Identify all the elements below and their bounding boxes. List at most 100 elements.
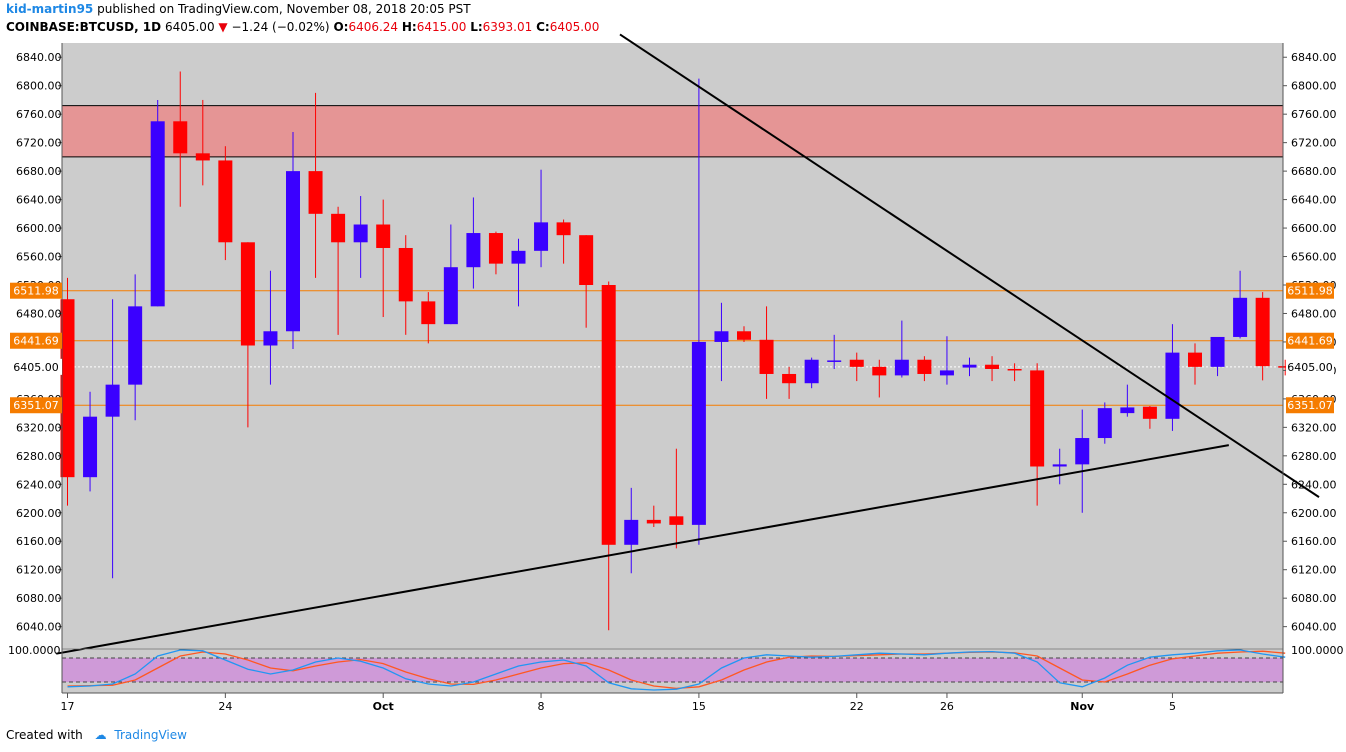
candle-body [827, 360, 842, 362]
y-tick-label-right: 6120.00 [1291, 564, 1337, 577]
y-tick-label-left: 6240.00 [16, 478, 62, 491]
y-tick-label-left: 6760.00 [16, 108, 62, 121]
x-tick-label: Oct [373, 700, 394, 713]
candle-body [331, 213, 346, 243]
right-current-label: 6405.00 [1287, 361, 1333, 374]
candle-body [624, 519, 639, 545]
candle-body [1030, 370, 1045, 467]
candle-up [827, 334, 842, 369]
candle-up [714, 302, 729, 382]
candle-body [737, 331, 751, 340]
close-value: 6405.00 [549, 20, 600, 34]
y-tick-label-right: 6720.00 [1291, 137, 1337, 150]
y-tick-label-left: 6720.00 [16, 137, 62, 150]
candle-body [443, 267, 458, 325]
candle-down [1188, 343, 1202, 385]
candle-body [691, 341, 706, 525]
candle-up [511, 238, 526, 307]
oscillator-tick-left: 100.0000 [8, 644, 61, 657]
candle-body [1278, 366, 1293, 368]
candle-down [917, 356, 932, 382]
candle-down [849, 352, 864, 382]
candle-up [150, 99, 165, 307]
candle-up [466, 197, 481, 289]
candle-down [331, 206, 346, 335]
x-tick-label: 26 [940, 700, 954, 713]
y-tick-label-right: 6160.00 [1291, 535, 1337, 548]
y-tick-label-left: 6160.00 [16, 535, 62, 548]
candle-body [263, 331, 278, 346]
candle-down [646, 505, 661, 527]
x-tick-label: 15 [692, 700, 706, 713]
y-tick-label-left: 6840.00 [16, 51, 62, 64]
candle-body [173, 121, 188, 154]
left-level-label: 6351.07 [13, 399, 59, 412]
left-level-badge [10, 332, 62, 349]
candle-body [308, 171, 323, 214]
ohlc-legend: COINBASE:BTCUSD, 1D 6405.00 ▼ −1.24 (−0.… [6, 20, 599, 34]
candle-down [218, 146, 233, 261]
right-level-label: 6441.69 [1287, 335, 1333, 348]
right-level-label: 6351.07 [1287, 399, 1333, 412]
candle-body [894, 359, 909, 376]
candle-down [782, 366, 797, 399]
y-tick-label-right: 6480.00 [1291, 307, 1337, 320]
y-tick-label-right: 6840.00 [1291, 51, 1337, 64]
candle-down [759, 306, 774, 399]
candle-body [849, 359, 864, 367]
y-tick-label-right: 6320.00 [1291, 421, 1337, 434]
y-tick-label-left: 6320.00 [16, 421, 62, 434]
candle-body [985, 364, 1000, 369]
right-current-badge [1286, 358, 1334, 375]
left-level-badge [10, 282, 62, 299]
y-tick-label-right: 6800.00 [1291, 80, 1337, 93]
candle-body [421, 301, 436, 325]
y-tick-label-right: 6200.00 [1291, 507, 1337, 520]
y-tick-label-left: 6640.00 [16, 194, 62, 207]
candle-body [1142, 406, 1157, 419]
trendline [619, 33, 1320, 498]
candle-up [939, 336, 954, 385]
candle-body [511, 250, 526, 264]
y-tick-label-left: 6280.00 [16, 450, 62, 463]
x-tick-label: 8 [538, 700, 545, 713]
low-label: L: [470, 20, 483, 34]
y-tick-label-left: 6080.00 [16, 592, 62, 605]
candle-body [353, 224, 368, 243]
tradingview-brand-link[interactable]: TradingView [114, 728, 187, 742]
candle-up [128, 274, 143, 421]
candle-body [669, 516, 684, 525]
candle-down [421, 292, 436, 344]
tradingview-logo-icon[interactable]: ☁ [94, 728, 107, 742]
symbol-label: COINBASE:BTCUSD, 1D [6, 20, 162, 34]
y-tick-label-right: 6640.00 [1291, 194, 1337, 207]
candle-body [917, 359, 932, 374]
candle-body [240, 242, 255, 346]
y-tick-label-right: 6560.00 [1291, 251, 1337, 264]
candle-body [128, 306, 143, 385]
candle-up [962, 357, 977, 377]
candle-down [985, 356, 1000, 382]
candle-body [488, 233, 503, 264]
candle-body [105, 384, 120, 417]
candle-body [1233, 297, 1248, 337]
x-tick-label: 5 [1169, 700, 1176, 713]
candle-body [1007, 368, 1022, 371]
x-tick-label: 17 [61, 700, 75, 713]
trendline [56, 444, 1230, 655]
left-level-badge [10, 397, 62, 414]
x-tick-label: Nov [1070, 700, 1095, 713]
y-tick-label-left: 6200.00 [16, 507, 62, 520]
candle-up [105, 299, 120, 579]
publish-info: published on TradingView.com, November 0… [97, 2, 471, 16]
y-tick-label-right: 6240.00 [1291, 478, 1337, 491]
candle-body [646, 519, 661, 524]
candle-up [263, 270, 278, 385]
author-name[interactable]: kid-martin95 [6, 2, 94, 16]
open-label: O: [333, 20, 349, 34]
candle-down [173, 71, 188, 207]
candle-down [579, 235, 594, 328]
y-tick-label-left: 6600.00 [16, 222, 62, 235]
y-tick-label-left: 6560.00 [16, 251, 62, 264]
